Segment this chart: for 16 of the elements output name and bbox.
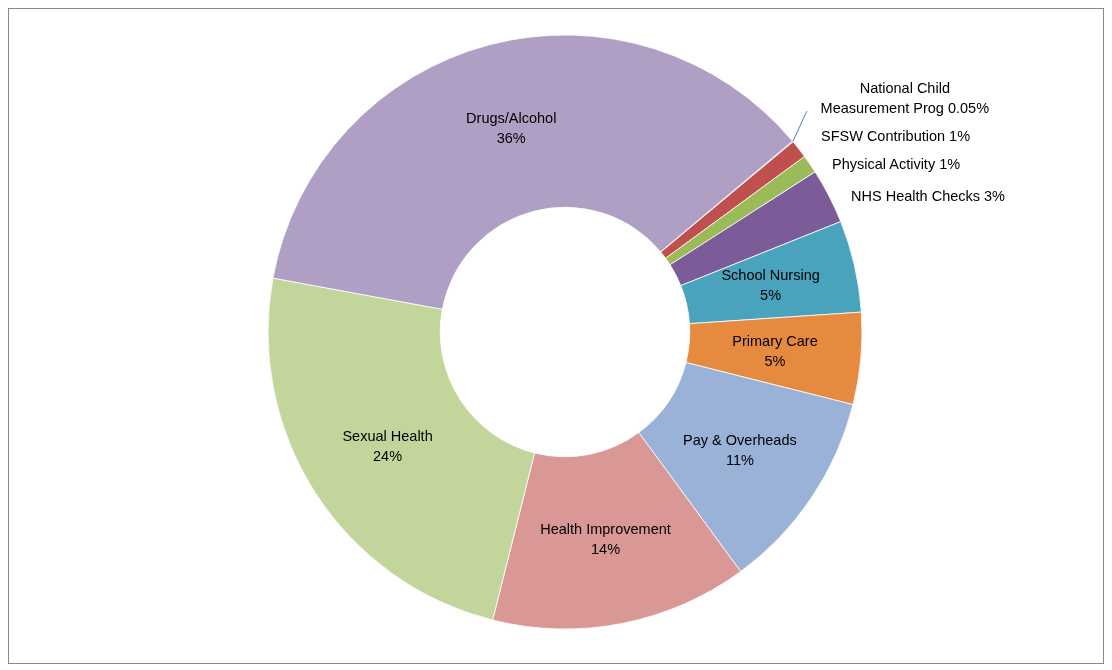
- slice-label: Primary Care: [732, 332, 818, 349]
- slice-label: Drugs/Alcohol: [466, 110, 557, 127]
- slice-label: NHS Health Checks 3%: [851, 188, 1006, 205]
- slice-label: Physical Activity 1%: [831, 156, 961, 173]
- data-label: 24%: [373, 447, 403, 464]
- slice-label: Sexual Health: [342, 427, 433, 444]
- slice-label: National Child Measurement Prog 0.05%: [820, 80, 990, 117]
- data-label: 14%: [591, 540, 621, 557]
- slice-label: Pay & Overheads: [683, 431, 797, 448]
- data-label: 5%: [760, 287, 782, 304]
- data-label: 11%: [725, 451, 755, 468]
- data-label: 5%: [764, 352, 786, 369]
- slice-label: School Nursing: [721, 267, 820, 284]
- slice-label: Health Improvement: [540, 520, 671, 537]
- data-label: 36%: [496, 130, 526, 147]
- slice-label: SFSW Contribution 1%: [820, 128, 971, 145]
